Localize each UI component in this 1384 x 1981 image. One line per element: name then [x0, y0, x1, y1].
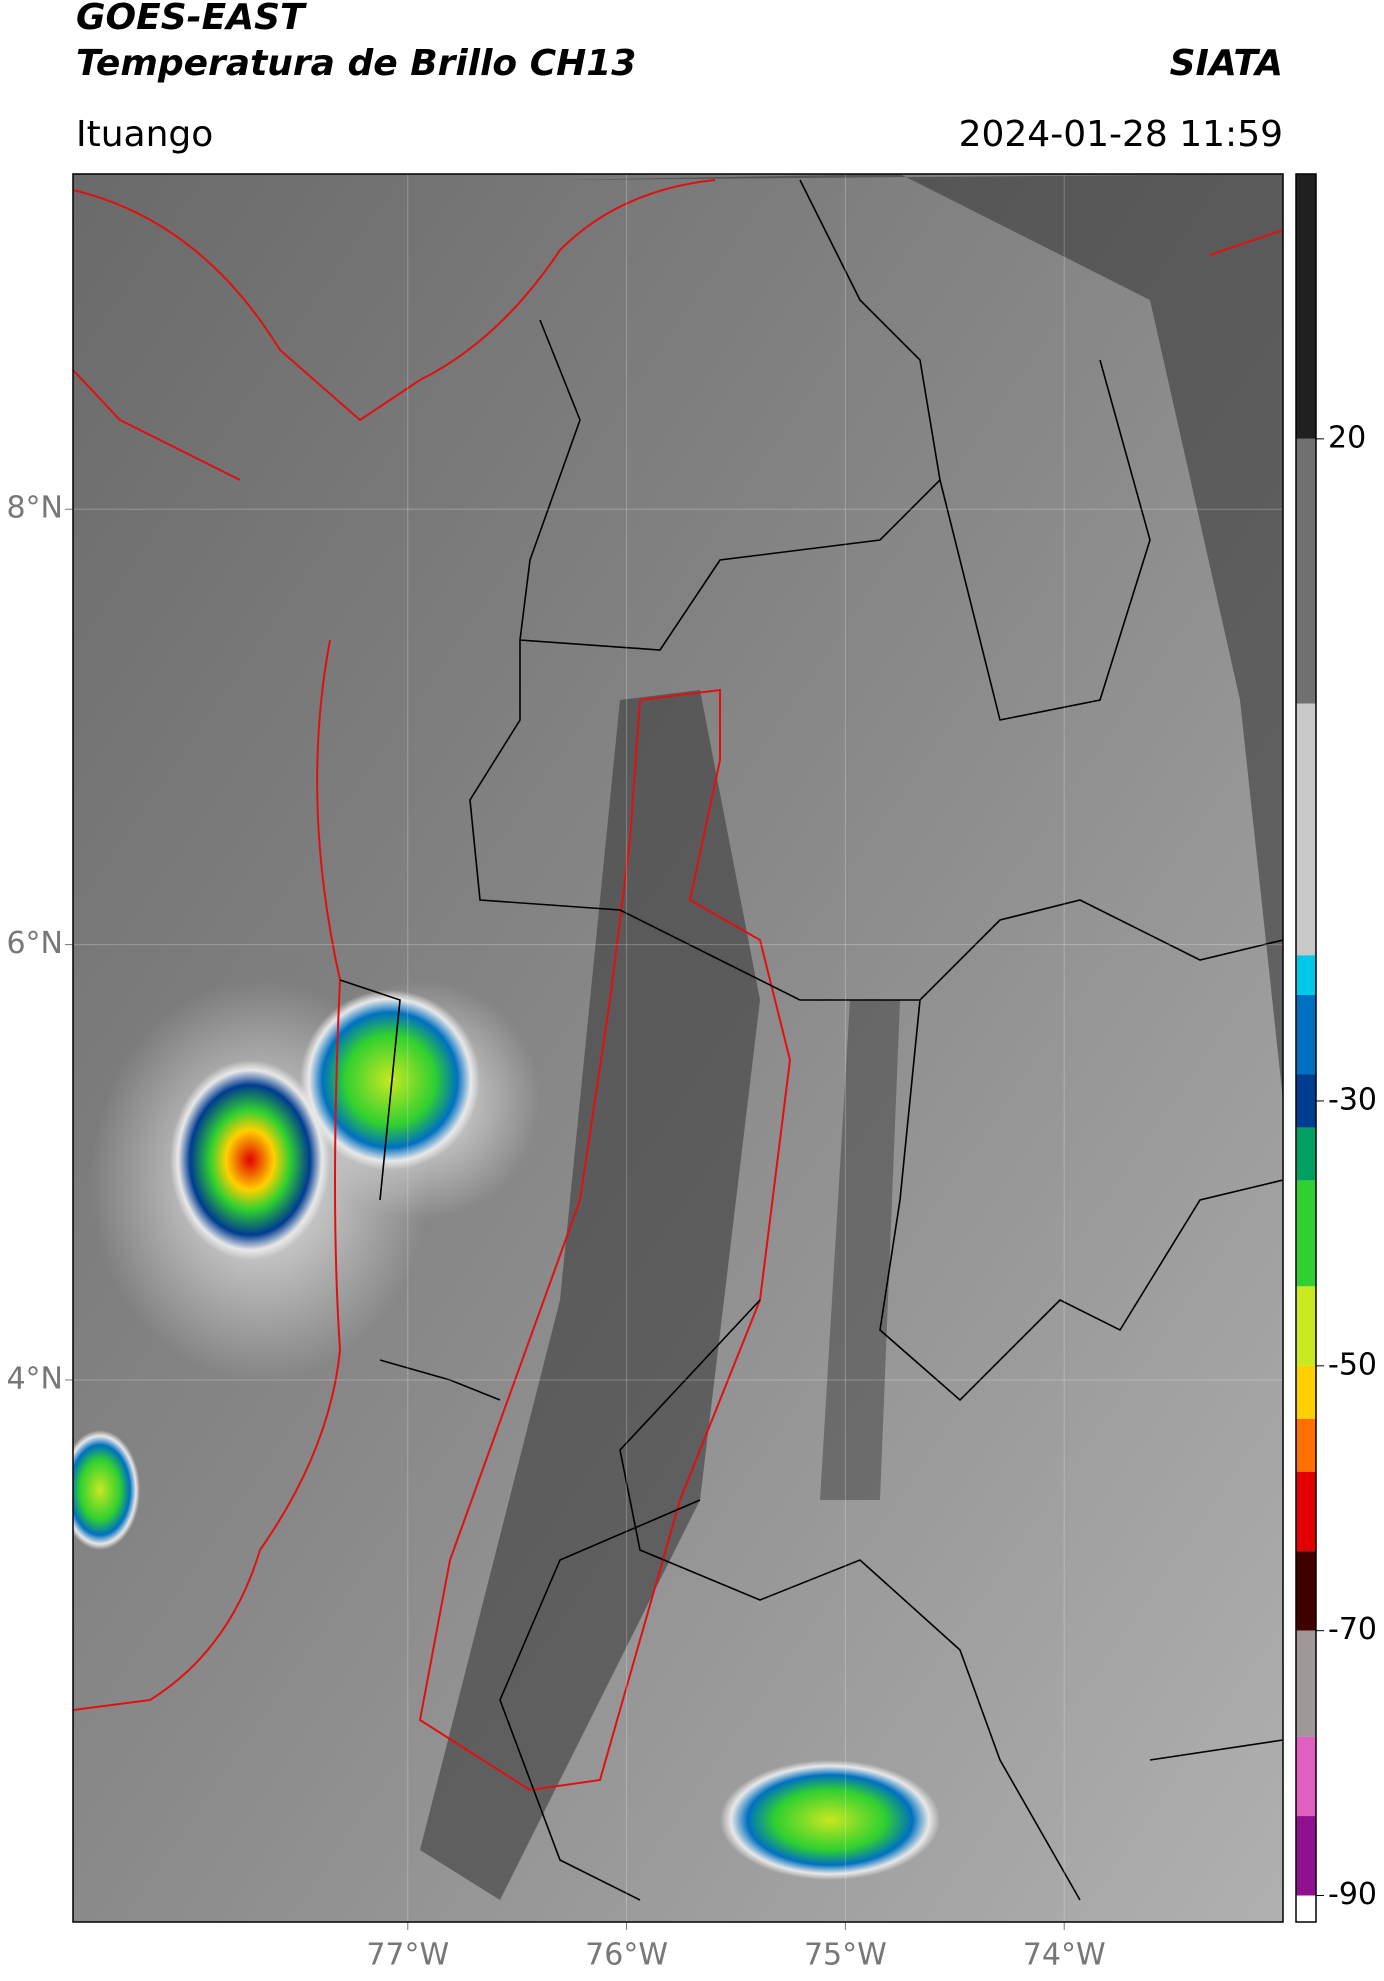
- colorbar-tick-label: -30: [1328, 1082, 1377, 1117]
- y-tick-label: 6°N: [6, 926, 63, 961]
- colorbar-segment: [1296, 1286, 1316, 1366]
- x-tick-label: 75°W: [804, 1938, 887, 1973]
- brand: SIATA: [1170, 43, 1283, 84]
- grid: 77°W 76°W 75°W 74°W 8°N 6°N 4°N: [6, 174, 1283, 1973]
- x-tick-label: 76°W: [585, 1938, 668, 1973]
- colorbar-segment: [1296, 1365, 1316, 1419]
- timestamp: 2024-01-28 11:59: [959, 114, 1283, 155]
- colorbar-segment: [1296, 1180, 1316, 1287]
- colorbar-segment: [1296, 1630, 1316, 1737]
- colorbar-frame: [1295, 173, 1317, 1923]
- colorbar: 20 -30 -50 -70 -90: [1296, 174, 1377, 1922]
- colorbar-segment: [1296, 438, 1316, 704]
- subtitle: Temperatura de Brillo CH13: [76, 43, 636, 84]
- colorbar-segment: [1296, 1551, 1316, 1631]
- colorbar-tick-label: -70: [1328, 1612, 1377, 1647]
- colorbar-segment: [1296, 1471, 1316, 1552]
- colorbar-segment: [1296, 1895, 1316, 1922]
- map-image: [73, 174, 1283, 1922]
- colorbar-tick-label: -90: [1328, 1877, 1377, 1912]
- map-frame: [72, 173, 1284, 1923]
- colorbar-segment: [1296, 1816, 1316, 1896]
- colorbar-segment: [1296, 1074, 1316, 1128]
- x-tick-label: 74°W: [1023, 1938, 1106, 1973]
- colorbar-tick-label: -50: [1328, 1347, 1377, 1382]
- colorbar-segment: [1296, 1736, 1316, 1817]
- colorbar-segment: [1296, 1418, 1316, 1472]
- location: Ituango: [76, 114, 213, 155]
- y-tick-label: 8°N: [6, 491, 63, 526]
- colorbar-segment: [1296, 995, 1316, 1075]
- title: GOES-EAST: [76, 0, 307, 38]
- colorbar-segment: [1296, 955, 1316, 996]
- colorbar-segment: [1296, 174, 1316, 439]
- colorbar-tick-label: 20: [1328, 420, 1366, 455]
- colorbar-segment: [1296, 1127, 1316, 1181]
- y-tick-label: 4°N: [6, 1361, 63, 1396]
- colorbar-segment: [1296, 703, 1316, 956]
- x-tick-label: 77°W: [366, 1938, 449, 1973]
